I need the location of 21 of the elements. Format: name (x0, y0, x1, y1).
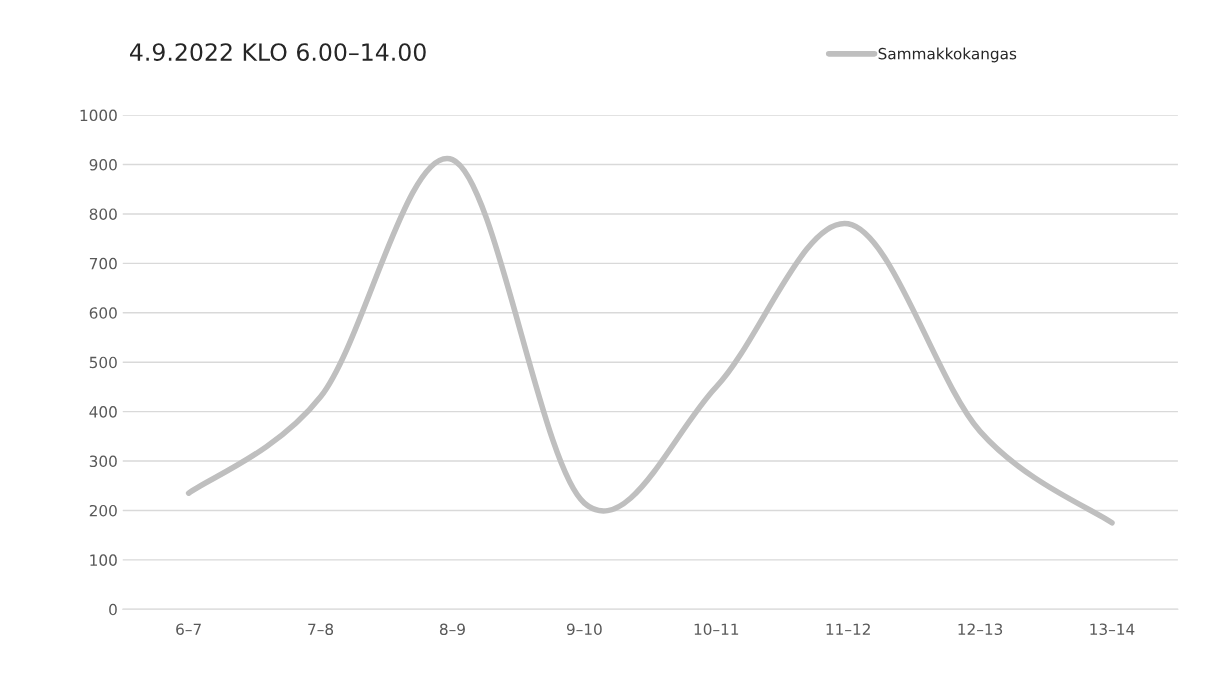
y-tick-label: 300 (89, 455, 117, 468)
y-tick-label: 900 (89, 158, 117, 171)
chart-title: 4.9.2022 KLO 6.00–14.00 (129, 43, 426, 62)
x-tick-label: 13–14 (1090, 623, 1135, 636)
x-tick-label: 6–7 (176, 623, 201, 636)
y-tick-label: 500 (89, 356, 117, 369)
x-tick-label: 12–13 (958, 623, 1003, 636)
y-tick-label: 0 (109, 603, 117, 616)
y-tick-label: 800 (89, 208, 117, 220)
y-tick-label: 700 (89, 257, 117, 270)
x-tick-label: 9–10 (566, 623, 602, 636)
y-tick-label: 200 (89, 504, 117, 517)
y-tick-label: 1000 (80, 109, 117, 122)
x-tick-label: 7–8 (308, 623, 334, 636)
y-tick-label: 400 (89, 406, 117, 418)
legend-label: Sammakkokangas (878, 47, 1017, 63)
x-tick-label: 10–11 (694, 623, 739, 636)
y-tick-label: 600 (89, 307, 117, 319)
x-tick-label: 11–12 (826, 623, 870, 635)
y-tick-label: 100 (90, 554, 117, 566)
x-tick-label: 8–9 (439, 623, 465, 636)
